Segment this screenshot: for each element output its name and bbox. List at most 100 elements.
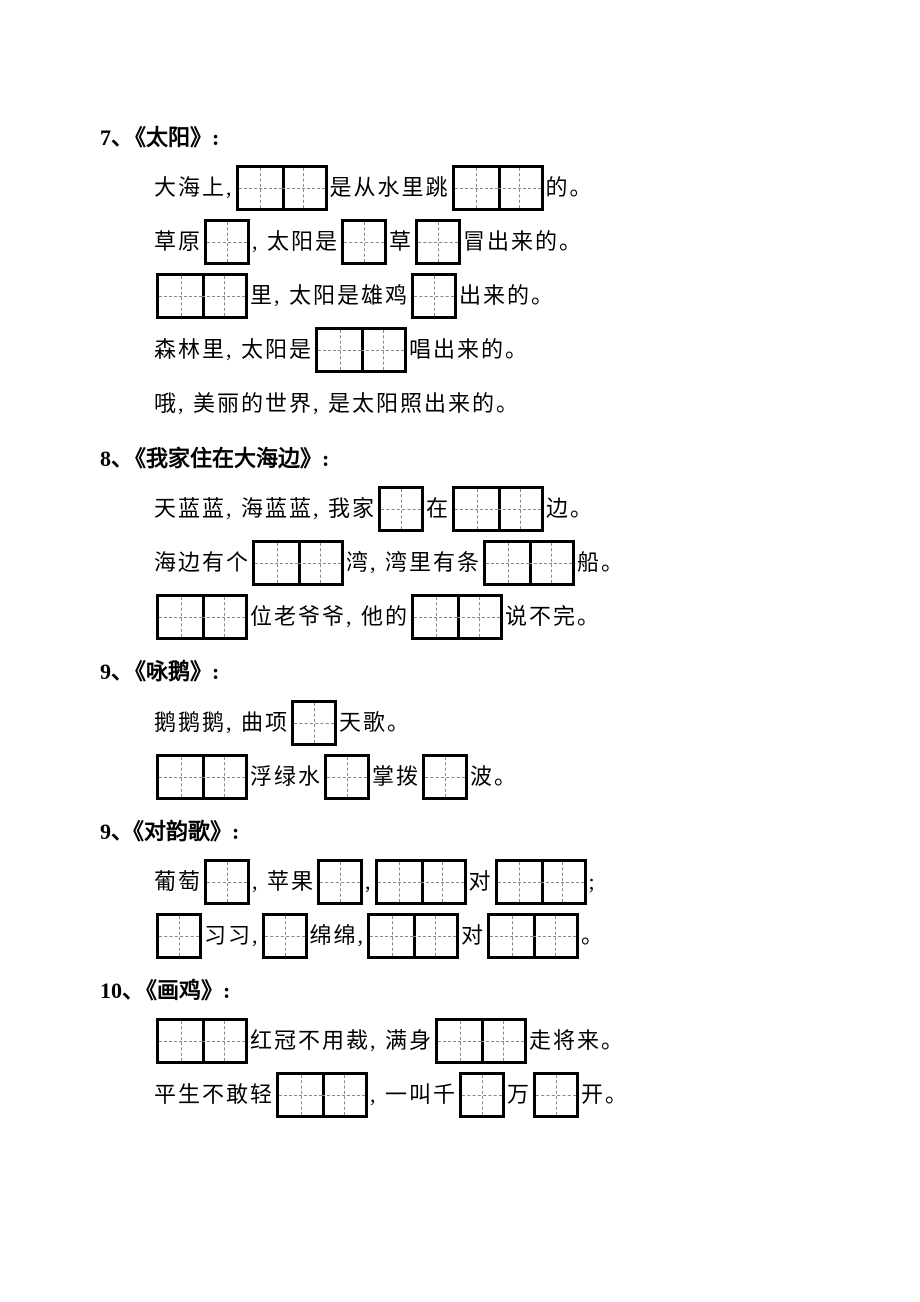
text-fragment: 习习, [204,925,260,947]
fill-box[interactable] [204,859,250,905]
text-fragment: 鹅鹅鹅, 曲项 [154,712,289,734]
text-fragment: 对 [461,925,485,947]
section-num: 9 [100,659,111,684]
text-fragment: ; [589,871,597,893]
section-7: 7、《太阳》: 大海上, 是从水里跳 的。 草原 , 太阳是 草 冒出来的。 里… [100,120,820,429]
fill-box[interactable] [459,1072,505,1118]
text-fragment: 红冠不用裁, 满身 [250,1030,433,1052]
fill-box[interactable] [315,327,407,373]
fill-box[interactable] [483,540,575,586]
line: 红冠不用裁, 满身 走将来。 [154,1016,820,1066]
text-fragment: 掌拨 [372,766,420,788]
fill-box[interactable] [415,219,461,265]
line: 森林里, 太阳是 唱出来的。 [154,325,820,375]
fill-box[interactable] [291,700,337,746]
section-title: 9、《咏鹅》: [100,654,820,689]
text-fragment: 万 [507,1084,531,1106]
text-fragment: 绵绵, [310,925,366,947]
line: 海边有个 湾, 湾里有条 船。 [154,538,820,588]
text-fragment: 唱出来的。 [409,339,529,361]
fill-box[interactable] [367,913,459,959]
fill-box[interactable] [375,859,467,905]
fill-box[interactable] [452,486,544,532]
fill-box[interactable] [341,219,387,265]
fill-box[interactable] [156,273,248,319]
text-fragment: 船。 [577,552,625,574]
line: 浮绿水 掌拨 波。 [154,752,820,802]
text-fragment: 天歌。 [339,712,411,734]
section-num: 10 [100,978,122,1003]
text-fragment: 森林里, 太阳是 [154,339,313,361]
text-fragment: 草原 [154,231,202,253]
text-fragment: 的。 [546,177,594,199]
text-fragment: 走将来。 [529,1030,625,1052]
text-fragment: 。 [581,925,605,947]
line: 习习, 绵绵, 对 。 [154,911,820,961]
fill-box[interactable] [156,594,248,640]
fill-box[interactable] [204,219,250,265]
text-fragment: 里, 太阳是雄鸡 [250,285,409,307]
fill-box[interactable] [252,540,344,586]
text-fragment: 开。 [581,1084,629,1106]
line: 哦, 美丽的世界, 是太阳照出来的。 [154,379,820,429]
fill-box[interactable] [317,859,363,905]
text-fragment: 是从水里跳 [330,177,450,199]
fill-box[interactable] [156,913,202,959]
text-fragment: 平生不敢轻 [154,1084,274,1106]
section-title: 7、《太阳》: [100,120,820,155]
text-fragment: 波。 [470,766,518,788]
text-fragment: 葡萄 [154,871,202,893]
text-fragment: , 太阳是 [252,231,339,253]
fill-box[interactable] [156,1018,248,1064]
fill-box[interactable] [422,754,468,800]
fill-box[interactable] [276,1072,368,1118]
text-fragment: 在 [426,498,450,520]
line: 大海上, 是从水里跳 的。 [154,163,820,213]
line: 草原 , 太阳是 草 冒出来的。 [154,217,820,267]
section-num: 7 [100,125,111,150]
line: 天蓝蓝, 海蓝蓝, 我家 在 边。 [154,484,820,534]
fill-box[interactable] [533,1072,579,1118]
text-fragment: 对 [469,871,493,893]
fill-box[interactable] [411,594,503,640]
text-fragment: 浮绿水 [250,766,322,788]
section-name: 《画鸡》: [146,978,230,1003]
section-title: 10、《画鸡》: [100,973,820,1008]
text-fragment: , 一叫千 [370,1084,457,1106]
text-fragment: 边。 [546,498,594,520]
section-label: 9、《对韵歌》: [100,819,239,844]
fill-box[interactable] [156,754,248,800]
section-8: 8、《我家住在大海边》: 天蓝蓝, 海蓝蓝, 我家 在 边。 海边有个 湾, 湾… [100,441,820,642]
section-num: 8 [100,446,111,471]
fill-box[interactable] [324,754,370,800]
fill-box[interactable] [378,486,424,532]
text-fragment: 天蓝蓝, 海蓝蓝, 我家 [154,498,376,520]
text-fragment: 出来的。 [459,285,555,307]
section-10: 10、《画鸡》: 红冠不用裁, 满身 走将来。 平生不敢轻 , 一叫千 万 开。 [100,973,820,1120]
fill-box[interactable] [487,913,579,959]
text-fragment: 位老爷爷, 他的 [250,606,409,628]
worksheet-page: 7、《太阳》: 大海上, 是从水里跳 的。 草原 , 太阳是 草 冒出来的。 里… [0,0,920,1302]
section-9-yonge: 9、《咏鹅》: 鹅鹅鹅, 曲项 天歌。 浮绿水 掌拨 波。 [100,654,820,801]
section-9-duiyun: 9、《对韵歌》: 葡萄 , 苹果 , 对 ; 习习, 绵绵, 对 。 [100,814,820,961]
text-fragment: 大海上, [154,177,234,199]
fill-box[interactable] [236,165,328,211]
text-fragment: 哦, 美丽的世界, 是太阳照出来的。 [154,393,520,415]
text-fragment: 湾, 湾里有条 [346,552,481,574]
line: 里, 太阳是雄鸡 出来的。 [154,271,820,321]
fill-box[interactable] [452,165,544,211]
line: 平生不敢轻 , 一叫千 万 开。 [154,1070,820,1120]
fill-box[interactable] [262,913,308,959]
section-title: 9、《对韵歌》: [100,814,820,849]
text-fragment: 草 [389,231,413,253]
text-fragment: 海边有个 [154,552,250,574]
section-name: 《咏鹅》: [135,659,219,684]
fill-box[interactable] [495,859,587,905]
fill-box[interactable] [411,273,457,319]
line: 鹅鹅鹅, 曲项 天歌。 [154,698,820,748]
section-title: 8、《我家住在大海边》: [100,441,820,476]
line: 位老爷爷, 他的 说不完。 [154,592,820,642]
text-fragment: 冒出来的。 [463,231,583,253]
fill-box[interactable] [435,1018,527,1064]
section-name: 《太阳》: [135,125,219,150]
